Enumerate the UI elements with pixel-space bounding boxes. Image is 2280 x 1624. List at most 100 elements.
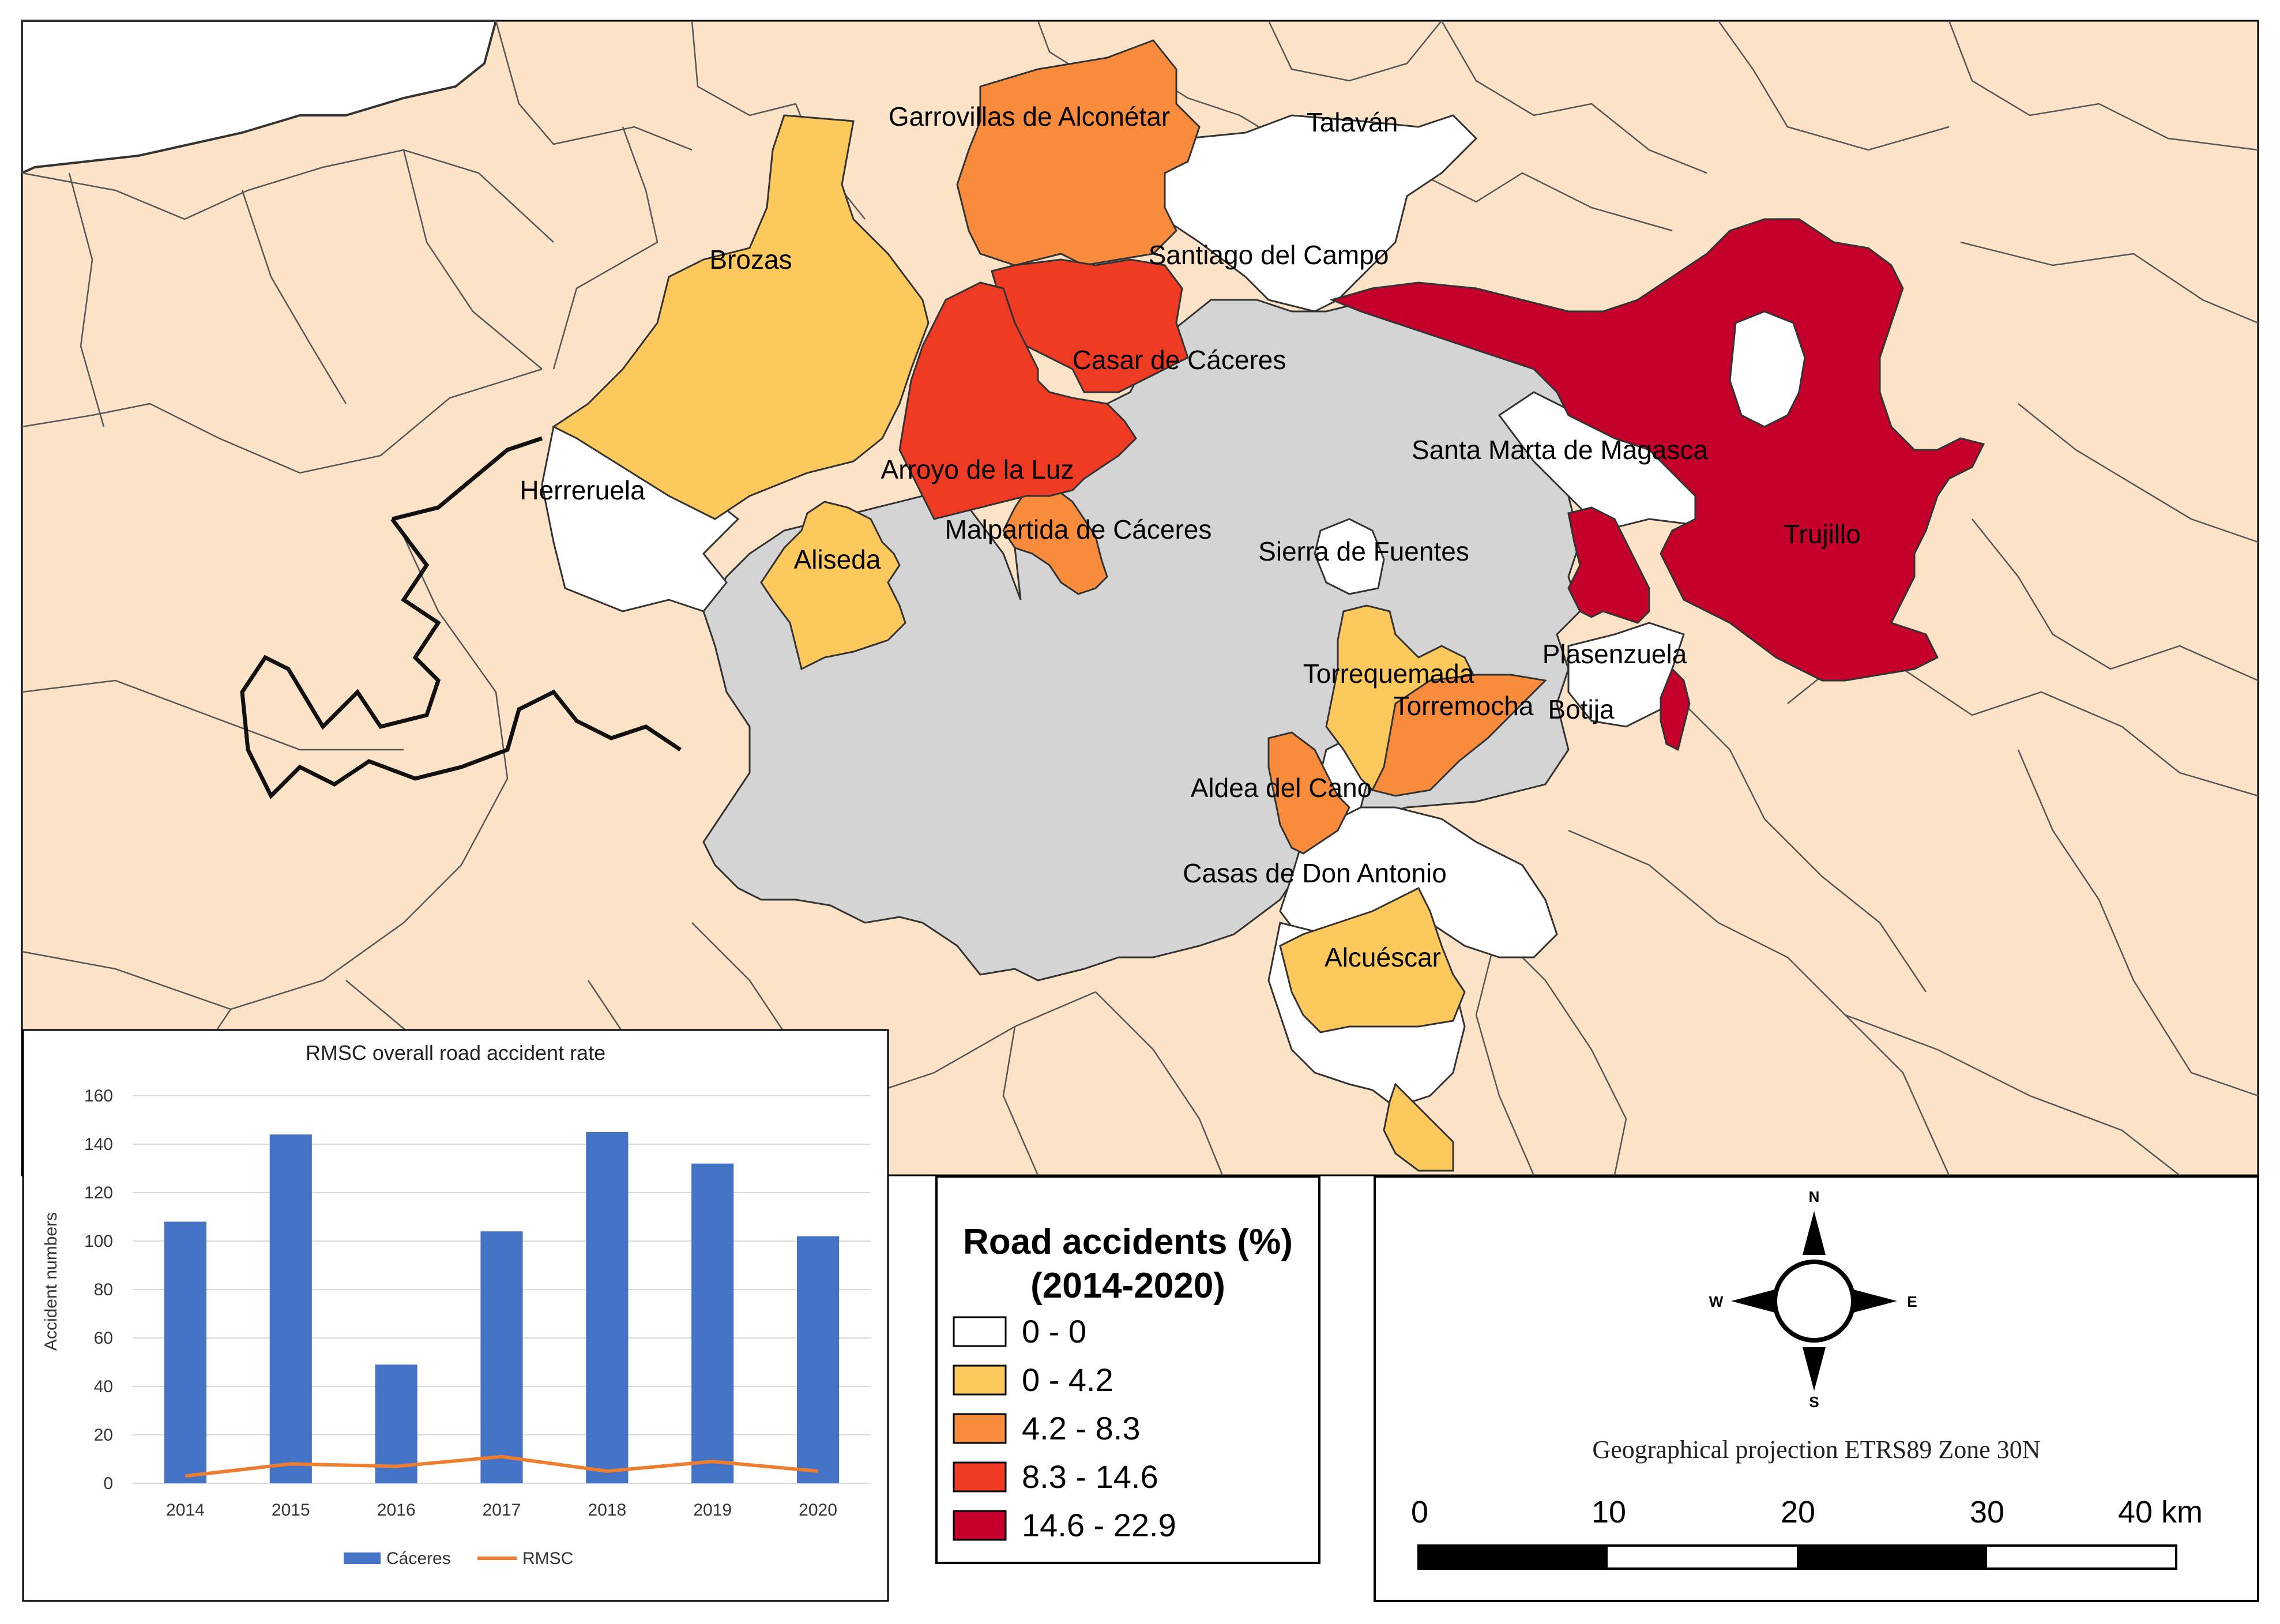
chart-ytick-label: 140 xyxy=(84,1135,113,1154)
map-label-santa-marta: Santa Marta de Magasca xyxy=(1412,435,1708,465)
chart-x-ticks: 2014 2015 2016 2017 2018 2019 2020 xyxy=(166,1501,837,1520)
legend-swatch xyxy=(953,1413,1007,1444)
trujillo-south-municipality xyxy=(1567,506,1650,624)
chart-y-ticks: 0 20 40 60 80 100 120 140 160 xyxy=(84,1087,113,1493)
scale-label-20: 20 xyxy=(1781,1495,1815,1529)
chart-panel: RMSC overall road accident rate Accident… xyxy=(22,1029,889,1602)
garrovillas-municipality xyxy=(956,39,1201,266)
national-border-upper xyxy=(392,436,543,521)
chart-bar-caceres xyxy=(480,1231,523,1483)
chart-xtick-label: 2016 xyxy=(377,1501,416,1520)
chart-bars xyxy=(164,1132,840,1483)
chart-xtick-label: 2020 xyxy=(799,1501,837,1520)
legend-class-label: 0 - 0 xyxy=(1022,1313,1086,1349)
north-arrow-icon: N S W E xyxy=(1709,1188,1917,1411)
chart-ytick-label: 40 xyxy=(94,1377,113,1396)
chart-bar-caceres xyxy=(586,1132,629,1483)
chart-bar-caceres xyxy=(691,1163,734,1483)
map-label-torrequemada: Torrequemada xyxy=(1303,659,1474,689)
map-label-aldea-del-cano: Aldea del Cano xyxy=(1191,773,1372,803)
compass-n: N xyxy=(1809,1188,1820,1205)
chart-bar-caceres xyxy=(797,1236,840,1483)
chart-ytick-label: 0 xyxy=(103,1474,113,1493)
legend-items: 0 - 0 0 - 4.2 4.2 - 8.3 8.3 - 14.6 14.6 - 22… xyxy=(953,1313,1176,1543)
arroyo-municipality xyxy=(898,281,1137,520)
map-label-plasenzuela: Plasenzuela xyxy=(1542,639,1687,669)
chart-title: RMSC overall road accident rate xyxy=(306,1041,605,1065)
scale-panel: N S W E Geographical projection ETRS89 Z… xyxy=(1374,1175,2259,1602)
national-border xyxy=(240,517,682,799)
compass-e: E xyxy=(1907,1293,1917,1310)
compass-s: S xyxy=(1809,1393,1819,1411)
chart-ytick-label: 120 xyxy=(84,1183,113,1202)
brozas-municipality xyxy=(552,114,930,520)
legend-swatch xyxy=(953,1461,1007,1493)
chart-legend-rmsc-label: RMSC xyxy=(522,1549,573,1568)
torremocha-municipality xyxy=(1371,674,1548,797)
map-label-talavan: Talaván xyxy=(1307,107,1398,137)
map-frame: Garrovillas de Alconétar Talaván Brozas … xyxy=(21,20,2259,1176)
legend-swatch xyxy=(953,1316,1007,1347)
scale-label-10: 10 xyxy=(1592,1495,1626,1529)
map-label-casas-de-don-antonio: Casas de Don Antonio xyxy=(1183,858,1447,888)
map-label-santiago-del-campo: Santiago del Campo xyxy=(1149,240,1389,270)
chart-ytick-label: 100 xyxy=(84,1232,113,1251)
legend-class-label: 8.3 - 14.6 xyxy=(1022,1458,1158,1495)
map-label-aliseda: Aliseda xyxy=(794,544,881,574)
legend-class-label: 0 - 4.2 xyxy=(1022,1362,1113,1398)
chart-panel-frame xyxy=(22,1029,889,1602)
compass-w: W xyxy=(1709,1293,1724,1310)
map-label-arroyo-de-la-luz: Arroyo de la Luz xyxy=(881,454,1074,484)
chart-rmsc-line xyxy=(185,1454,818,1478)
map-label-alcuescar: Alcuéscar xyxy=(1325,942,1441,972)
chart-xtick-label: 2017 xyxy=(483,1501,521,1520)
chart-legend-caceres-label: Cáceres xyxy=(386,1549,451,1568)
chart-xtick-label: 2015 xyxy=(272,1501,310,1520)
alcuescar-municipality xyxy=(1279,886,1466,1033)
legend-swatch xyxy=(953,1510,1007,1541)
aliseda-municipality xyxy=(760,501,906,671)
legend-title-line2: (2014-2020) xyxy=(1030,1266,1225,1306)
trujillo-inner-enclave xyxy=(1729,310,1806,428)
map-label-brozas: Brozas xyxy=(709,245,792,275)
map-label-botija: Botija xyxy=(1548,694,1614,724)
map-label-sierra-de-fuentes: Sierra de Fuentes xyxy=(1258,536,1469,566)
chart-xtick-label: 2018 xyxy=(588,1501,626,1520)
chart-bar-caceres xyxy=(269,1134,312,1483)
map-label-trujillo: Trujillo xyxy=(1784,519,1861,549)
chart-legend: Cáceres RMSC xyxy=(344,1549,573,1568)
projection-text: Geographical projection ETRS89 Zone 30N xyxy=(1592,1435,2040,1464)
legend-class-label: 4.2 - 8.3 xyxy=(1022,1410,1140,1446)
scale-label-30: 30 xyxy=(1970,1495,2004,1529)
trujillo-municipality xyxy=(1329,218,1985,682)
sierra-de-fuentes-area xyxy=(1314,518,1385,595)
map-label-garrovillas: Garrovillas de Alconétar xyxy=(889,102,1170,131)
outside-region xyxy=(21,20,498,175)
legend-panel: Road accidents (%) (2014-2020) 0 - 00 - … xyxy=(935,1175,1320,1564)
map-label-herreruela: Herreruela xyxy=(520,475,645,505)
trujillo-south-strip xyxy=(1660,667,1691,751)
map-label-malpartida: Malpartida de Cáceres xyxy=(945,514,1212,544)
legend-swatch xyxy=(953,1364,1007,1396)
map-label-casar-de-caceres: Casar de Cáceres xyxy=(1073,345,1286,375)
chart-line-rmsc xyxy=(185,1454,818,1478)
chart-bar-caceres xyxy=(164,1221,206,1483)
chart-ylabel: Accident numbers xyxy=(42,1212,61,1351)
chart-legend-caceres-swatch xyxy=(344,1552,381,1564)
scale-bar: 0 10 20 30 40 km xyxy=(1411,1495,2203,1570)
chart-ytick-label: 60 xyxy=(94,1329,113,1348)
map-label-torremocha: Torremocha xyxy=(1394,691,1534,721)
chart-xtick-label: 2014 xyxy=(166,1501,205,1520)
talavan-area xyxy=(1141,114,1478,313)
aldea-del-cano-municipality xyxy=(1267,731,1350,855)
malpartida-municipality xyxy=(1002,483,1108,595)
scale-label-0: 0 xyxy=(1411,1495,1428,1529)
chart-xtick-label: 2019 xyxy=(693,1501,732,1520)
chart-ytick-label: 160 xyxy=(84,1087,113,1106)
scale-label-40: 40 km xyxy=(2118,1495,2203,1529)
chart-ytick-label: 20 xyxy=(94,1426,113,1445)
alcuescar-south-municipality xyxy=(1383,1082,1454,1172)
legend-class-label: 14.6 - 22.9 xyxy=(1022,1507,1176,1543)
legend-title-line1: Road accidents (%) xyxy=(963,1222,1293,1262)
